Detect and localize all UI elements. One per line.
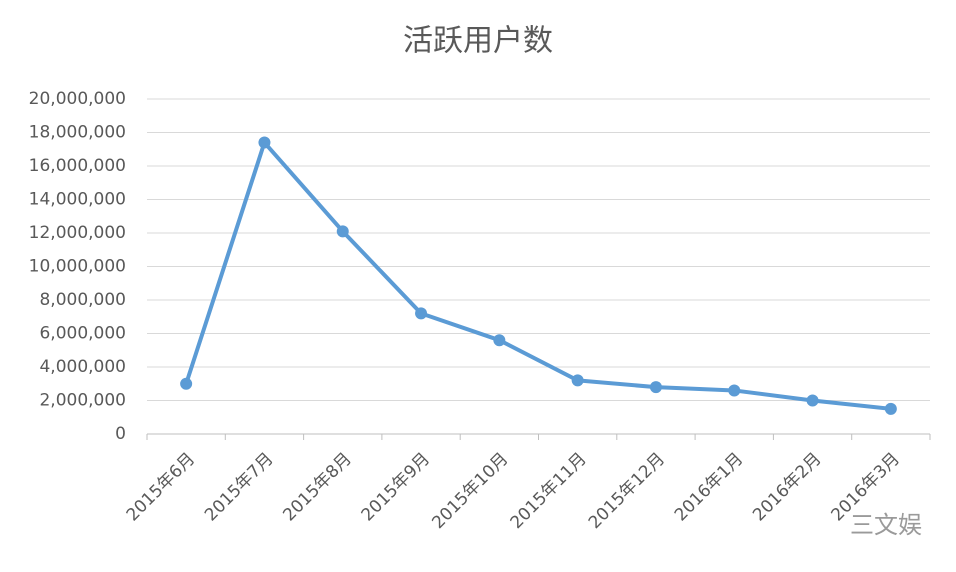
y-tick-label: 16,000,000 <box>29 156 126 176</box>
y-tick-label: 10,000,000 <box>29 257 126 277</box>
point <box>806 394 819 407</box>
y-tick-label: 12,000,000 <box>29 223 126 243</box>
x-tick-label: 2016年1月 <box>671 449 747 525</box>
x-tick-label: 2015年6月 <box>123 449 199 525</box>
watermark: 三文娱 <box>850 511 922 539</box>
x-tick-label: 2016年2月 <box>749 449 825 525</box>
x-tick-label: 2015年9月 <box>358 449 434 525</box>
y-tick-label: 20,000,000 <box>29 89 126 109</box>
x-tick-label: 2015年7月 <box>201 449 277 525</box>
point <box>415 307 428 320</box>
point <box>336 225 349 238</box>
x-tick-label: 2015年11月 <box>507 449 591 533</box>
y-tick-label: 18,000,000 <box>29 123 126 143</box>
line-series <box>184 140 892 411</box>
y-tick-label: 0 <box>115 424 126 444</box>
y-tick-label: 8,000,000 <box>39 290 126 310</box>
point <box>728 384 741 397</box>
point <box>884 402 897 415</box>
point <box>649 381 662 394</box>
x-tick-label: 2015年10月 <box>428 449 512 533</box>
x-tick-label: 2015年12月 <box>585 449 669 533</box>
point <box>180 377 193 390</box>
y-tick-label: 14,000,000 <box>29 190 126 210</box>
y-tick-label: 6,000,000 <box>39 324 126 344</box>
y-tick-label: 4,000,000 <box>39 357 126 377</box>
y-tick-label: 2,000,000 <box>39 391 126 411</box>
chart-title: 活跃用户数 <box>403 24 553 59</box>
x-tick-label: 2015年8月 <box>279 449 355 525</box>
point <box>258 136 271 149</box>
point <box>571 374 584 387</box>
point <box>493 334 506 347</box>
